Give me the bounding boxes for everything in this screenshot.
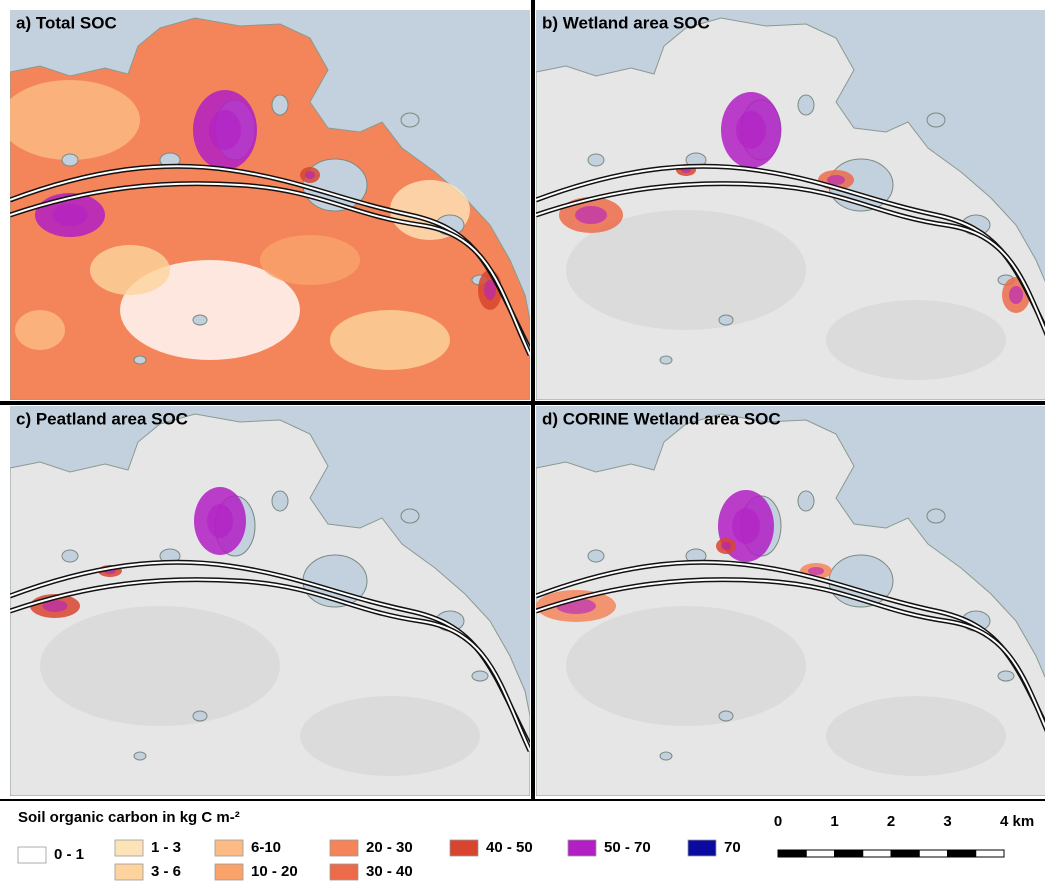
legend-swatch [450,840,478,856]
legend-swatch [115,864,143,880]
scale-segment [919,850,947,857]
lake [193,315,207,325]
scale-segment [948,850,976,857]
scale-label: 2 [887,813,895,830]
scale-segment [778,850,806,857]
legend-label: 6-10 [251,839,281,856]
legend-swatch [215,840,243,856]
soc-patch [1009,286,1023,304]
map-panel: b) Wetland area SOC [536,10,1045,400]
soc-patch [0,80,140,160]
lake [62,550,78,562]
soc-patch [90,245,170,295]
lake [660,752,672,760]
legend-label: 0 - 1 [54,846,84,863]
lake [998,671,1014,681]
panel-title: d) CORINE Wetland area SOC [542,409,781,428]
soc-patch [330,310,450,370]
map-panel: d) CORINE Wetland area SOC [536,406,1045,796]
lake [134,752,146,760]
panel-title: c) Peatland area SOC [16,409,188,428]
legend-label: 30 - 40 [366,863,413,880]
lake [660,356,672,364]
legend-label: 40 - 50 [486,839,533,856]
lake [272,491,288,511]
legend-swatch [688,840,716,856]
legend-swatch [568,840,596,856]
soc-patch [721,542,731,550]
soc-patch [260,235,360,285]
lake [401,113,419,127]
soc-patch [53,204,88,226]
soc-patch [209,110,241,150]
lake [588,550,604,562]
map [536,10,1045,400]
lake [719,711,733,721]
lake [588,154,604,166]
legend-swatch [330,840,358,856]
scale-segment [806,850,834,857]
map [0,10,530,400]
map-panel: a) Total SOC [0,10,530,400]
legend-swatch [18,847,46,863]
lake [798,95,814,115]
legend-label: 10 - 20 [251,863,298,880]
legend-swatch [330,864,358,880]
scale-segment [891,850,919,857]
soc-patch [808,567,824,575]
soc-patch [305,171,315,179]
legend-title: Soil organic carbon in kg C m-² [18,809,240,826]
scale-segment [863,850,891,857]
legend-swatch [215,864,243,880]
map [536,406,1045,796]
lake [134,356,146,364]
lake [719,315,733,325]
scale-label: 3 [943,813,951,830]
lake [62,154,78,166]
lake [927,113,945,127]
legend-label: 70 [724,839,741,856]
hillshade [566,606,806,726]
lake [401,509,419,523]
panel-title: b) Wetland area SOC [542,13,710,32]
soc-patch [15,310,65,350]
figure: a) Total SOC b) Wetland area SOC c) Peatla… [0,0,1045,885]
lake [193,711,207,721]
panel-title: a) Total SOC [16,13,117,32]
map [10,406,530,796]
hillshade [300,696,480,776]
soc-patch [736,111,766,149]
lake [472,671,488,681]
soc-patch [207,504,233,538]
scale-segment [835,850,863,857]
scale-segment [976,850,1004,857]
hillshade [826,300,1006,380]
hillshade [826,696,1006,776]
soc-patch [732,508,760,544]
lake [927,509,945,523]
legend-label: 3 - 6 [151,863,181,880]
soc-patch [575,206,607,224]
map-panel: c) Peatland area SOC [10,406,530,796]
scale-label: 1 [830,813,838,830]
scale-label: 0 [774,813,782,830]
legend-swatch [115,840,143,856]
legend-label: 20 - 30 [366,839,413,856]
hillshade [40,606,280,726]
legend-label: 1 - 3 [151,839,181,856]
scale-label: 4 km [1000,813,1034,830]
legend-label: 50 - 70 [604,839,651,856]
lake [798,491,814,511]
lake [272,95,288,115]
